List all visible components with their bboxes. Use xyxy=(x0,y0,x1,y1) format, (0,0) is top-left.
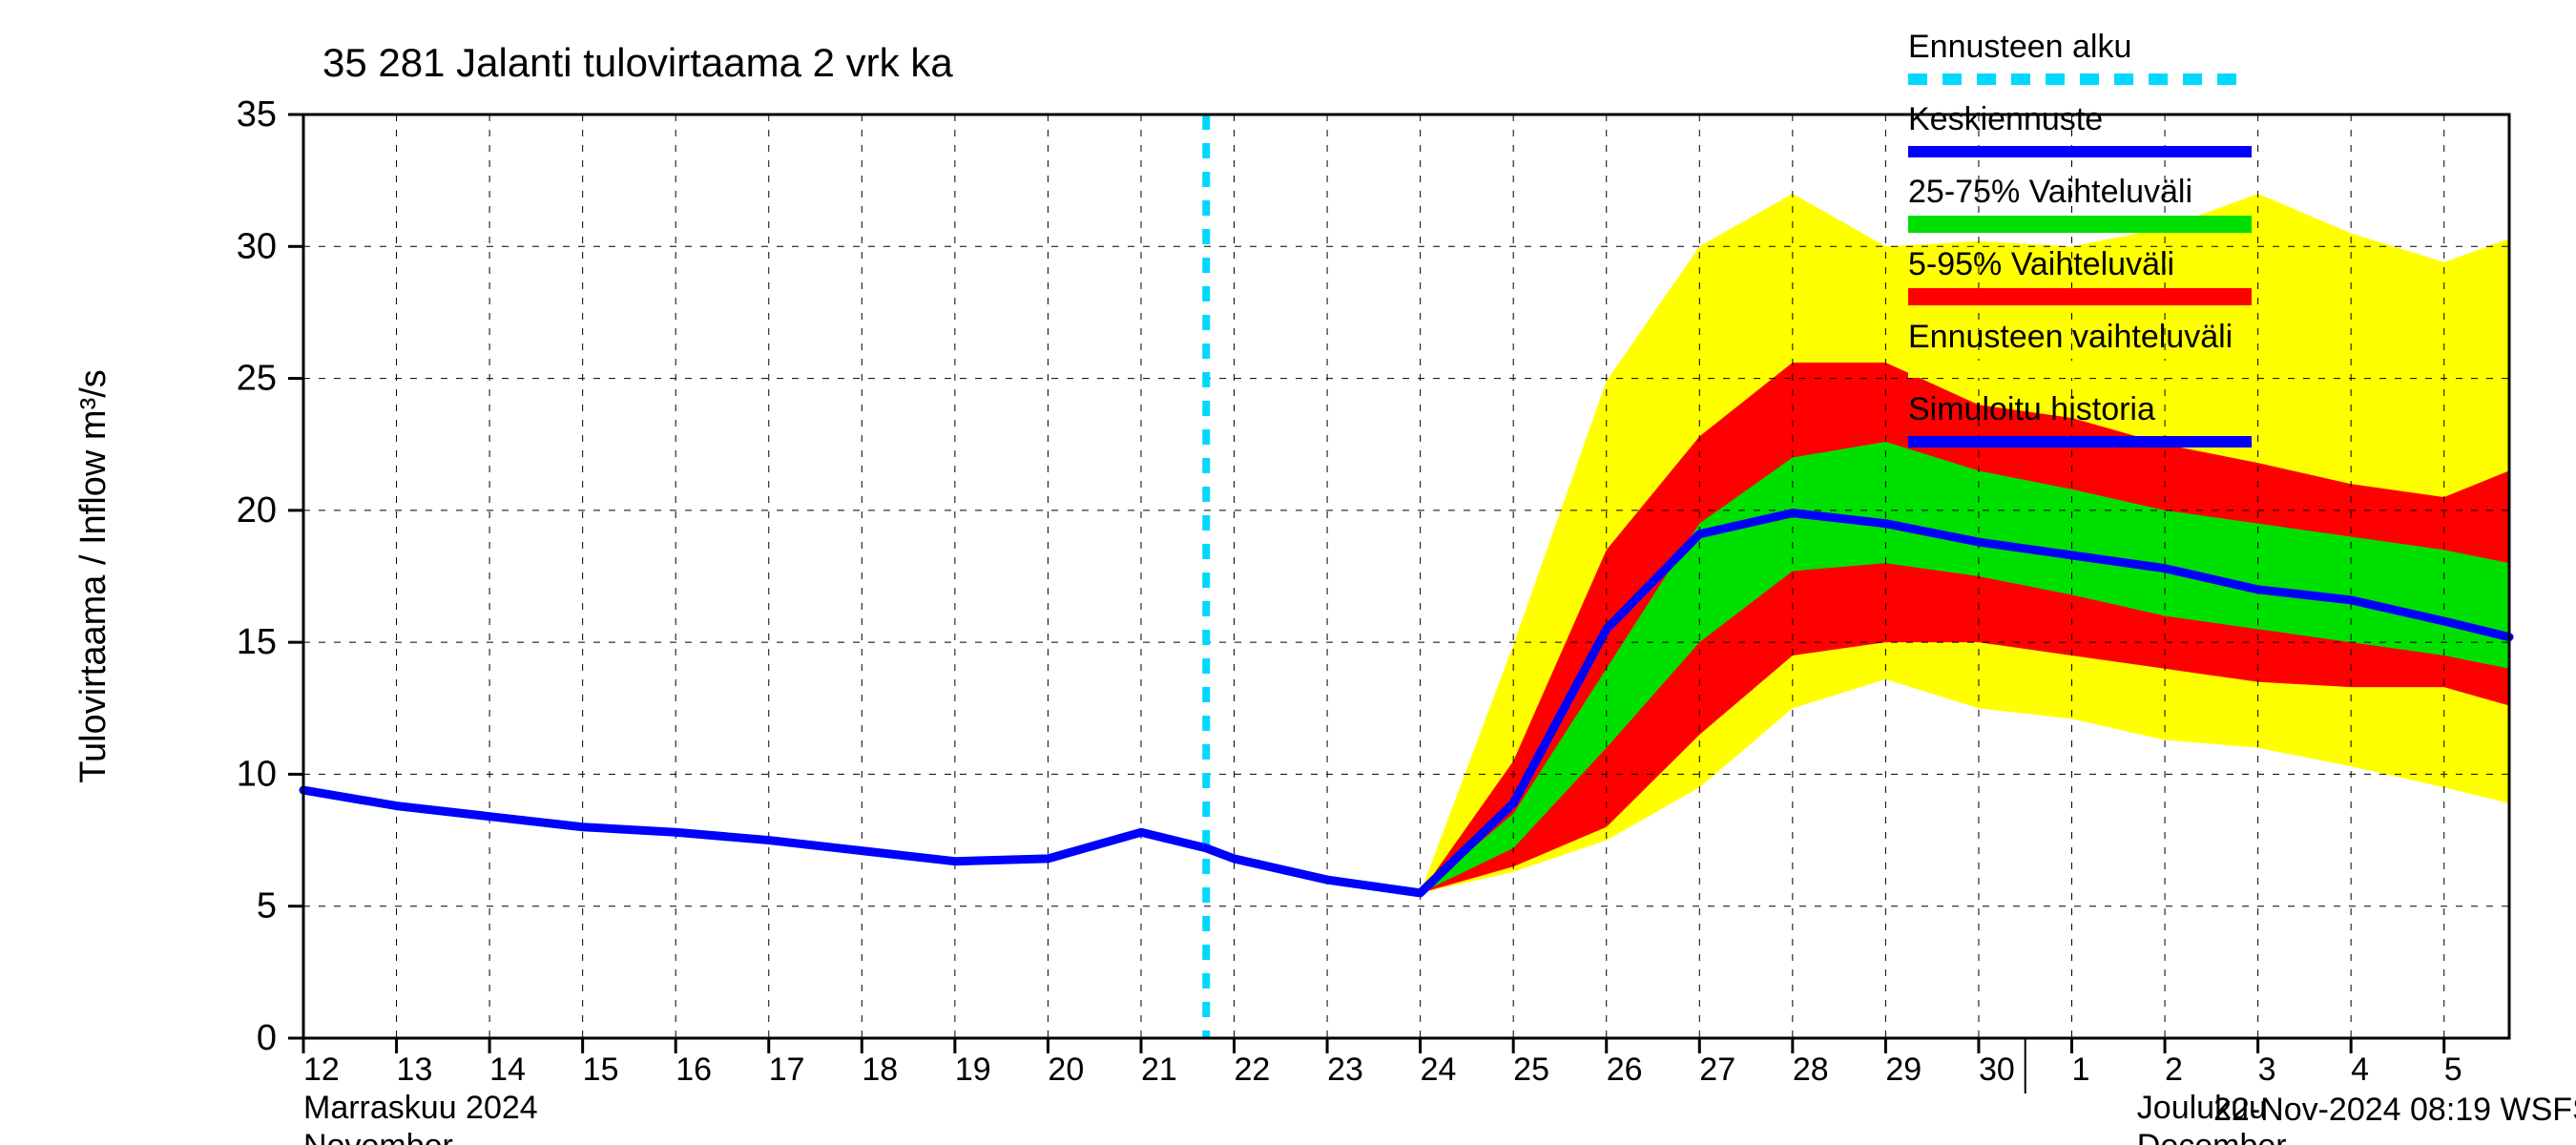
legend-swatch-band xyxy=(1908,361,2252,378)
xtick-label: 20 xyxy=(1048,1051,1084,1088)
month-label-line2: December xyxy=(2137,1128,2287,1145)
xtick-label: 1 xyxy=(2072,1051,2090,1088)
xtick-label: 25 xyxy=(1513,1051,1549,1088)
legend-label: 25-75% Vaihteluväli xyxy=(1908,174,2192,210)
ytick-label: 15 xyxy=(237,622,277,662)
xtick-label: 24 xyxy=(1421,1051,1457,1088)
ytick-label: 20 xyxy=(237,490,277,531)
inflow-forecast-chart: 0510152025303512131415161718192021222324… xyxy=(0,0,2576,1145)
ytick-label: 0 xyxy=(257,1018,277,1058)
xtick-label: 5 xyxy=(2444,1051,2462,1088)
xtick-label: 15 xyxy=(583,1051,619,1088)
y-axis-label: Tulovirtaama / Inflow m³/s xyxy=(73,369,114,783)
chart-title: 35 281 Jalanti tulovirtaama 2 vrk ka xyxy=(322,40,953,85)
legend-label: Simuloitu historia xyxy=(1908,391,2155,427)
xtick-label: 26 xyxy=(1607,1051,1643,1088)
ytick-label: 10 xyxy=(237,754,277,794)
xtick-label: 30 xyxy=(1979,1051,2015,1088)
month-label-line1: Marraskuu 2024 xyxy=(303,1090,538,1126)
xtick-label: 27 xyxy=(1699,1051,1735,1088)
legend-label: 5-95% Vaihteluväli xyxy=(1908,246,2174,282)
ytick-label: 30 xyxy=(237,226,277,266)
xtick-label: 18 xyxy=(862,1051,898,1088)
xtick-label: 3 xyxy=(2258,1051,2276,1088)
xtick-label: 23 xyxy=(1327,1051,1363,1088)
xtick-label: 4 xyxy=(2351,1051,2369,1088)
xtick-label: 2 xyxy=(2165,1051,2183,1088)
xtick-label: 14 xyxy=(489,1051,526,1088)
chart-svg: 0510152025303512131415161718192021222324… xyxy=(0,0,2576,1145)
legend-swatch-band xyxy=(1908,216,2252,233)
ytick-label: 5 xyxy=(257,886,277,926)
xtick-label: 21 xyxy=(1141,1051,1177,1088)
legend-label: Keskiennuste xyxy=(1908,101,2103,137)
legend-swatch-band xyxy=(1908,288,2252,305)
xtick-label: 19 xyxy=(955,1051,991,1088)
xtick-label: 29 xyxy=(1885,1051,1922,1088)
xtick-label: 17 xyxy=(769,1051,805,1088)
xtick-label: 16 xyxy=(675,1051,712,1088)
ytick-label: 25 xyxy=(237,359,277,399)
footer-timestamp: 22-Nov-2024 08:19 WSFS-O xyxy=(2213,1092,2576,1128)
legend-label: Ennusteen alku xyxy=(1908,29,2131,65)
legend-label: Ennusteen vaihteluväli xyxy=(1908,319,2233,355)
month-label-line2: November xyxy=(303,1128,453,1145)
xtick-label: 12 xyxy=(303,1051,340,1088)
ytick-label: 35 xyxy=(237,94,277,135)
xtick-label: 22 xyxy=(1235,1051,1271,1088)
xtick-label: 13 xyxy=(397,1051,433,1088)
xtick-label: 28 xyxy=(1793,1051,1829,1088)
